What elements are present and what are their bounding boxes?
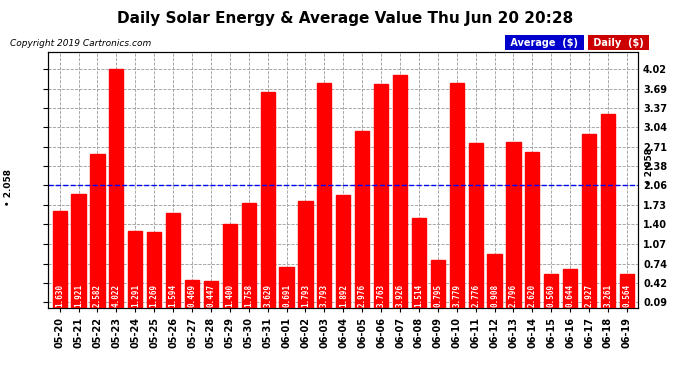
Bar [582, 134, 596, 308]
Text: 2.976: 2.976 [357, 284, 366, 307]
Bar [563, 269, 578, 308]
Text: 3.779: 3.779 [452, 284, 461, 307]
Text: 3.763: 3.763 [377, 284, 386, 307]
Text: • 2.058: • 2.058 [4, 169, 14, 206]
Text: 0.564: 0.564 [622, 284, 631, 307]
Bar [166, 213, 180, 308]
Text: 0.644: 0.644 [566, 284, 575, 307]
Text: 4.022: 4.022 [112, 284, 121, 307]
Text: 3.926: 3.926 [395, 284, 404, 307]
Text: 3.629: 3.629 [263, 284, 272, 307]
Text: 1.400: 1.400 [226, 284, 235, 307]
Text: 0.469: 0.469 [188, 284, 197, 307]
Bar [185, 280, 199, 308]
Text: 1.630: 1.630 [55, 284, 64, 307]
Text: 0.908: 0.908 [490, 284, 499, 307]
Text: Daily  (\$): Daily (\$) [590, 38, 647, 48]
Text: 1.892: 1.892 [339, 284, 348, 307]
Bar [450, 83, 464, 308]
Bar [52, 211, 67, 308]
Bar [261, 92, 275, 308]
Text: 1.921: 1.921 [74, 284, 83, 307]
Text: 2.776: 2.776 [471, 284, 480, 307]
Bar [204, 281, 218, 308]
Text: 2.796: 2.796 [509, 284, 518, 307]
Text: 1.269: 1.269 [150, 284, 159, 307]
Text: 0.691: 0.691 [282, 284, 291, 307]
Text: 1.594: 1.594 [168, 284, 177, 307]
Bar [601, 114, 615, 308]
Bar [317, 82, 331, 308]
Bar [506, 142, 520, 308]
Bar [620, 274, 634, 308]
Bar [147, 232, 161, 308]
Text: 1.291: 1.291 [131, 284, 140, 307]
Bar [223, 225, 237, 308]
Text: 3.793: 3.793 [320, 284, 329, 307]
Text: 2.582: 2.582 [93, 284, 102, 307]
Bar [431, 260, 445, 308]
Text: 0.569: 0.569 [546, 284, 555, 307]
Text: Average  (\$): Average (\$) [507, 38, 582, 48]
Text: 1.514: 1.514 [415, 284, 424, 307]
Text: • 2.058: • 2.058 [645, 148, 654, 186]
Bar [544, 274, 558, 308]
Text: Daily Solar Energy & Average Value Thu Jun 20 20:28: Daily Solar Energy & Average Value Thu J… [117, 11, 573, 26]
Bar [109, 69, 124, 308]
Bar [374, 84, 388, 308]
Bar [241, 203, 256, 308]
Bar [72, 194, 86, 308]
Text: Copyright 2019 Cartronics.com: Copyright 2019 Cartronics.com [10, 39, 152, 48]
Bar [279, 267, 294, 308]
Bar [469, 143, 483, 308]
Text: 2.927: 2.927 [584, 284, 593, 307]
Bar [393, 75, 407, 308]
Text: 1.793: 1.793 [301, 284, 310, 307]
Bar [412, 218, 426, 308]
Bar [525, 152, 540, 308]
Bar [487, 254, 502, 308]
Text: 2.620: 2.620 [528, 284, 537, 307]
Text: 0.447: 0.447 [206, 284, 215, 307]
Text: 3.261: 3.261 [604, 284, 613, 307]
Bar [298, 201, 313, 308]
Bar [128, 231, 142, 308]
Bar [90, 154, 105, 308]
Bar [336, 195, 351, 308]
Text: 0.795: 0.795 [433, 284, 442, 307]
Bar [355, 131, 369, 308]
Text: 1.758: 1.758 [244, 284, 253, 307]
